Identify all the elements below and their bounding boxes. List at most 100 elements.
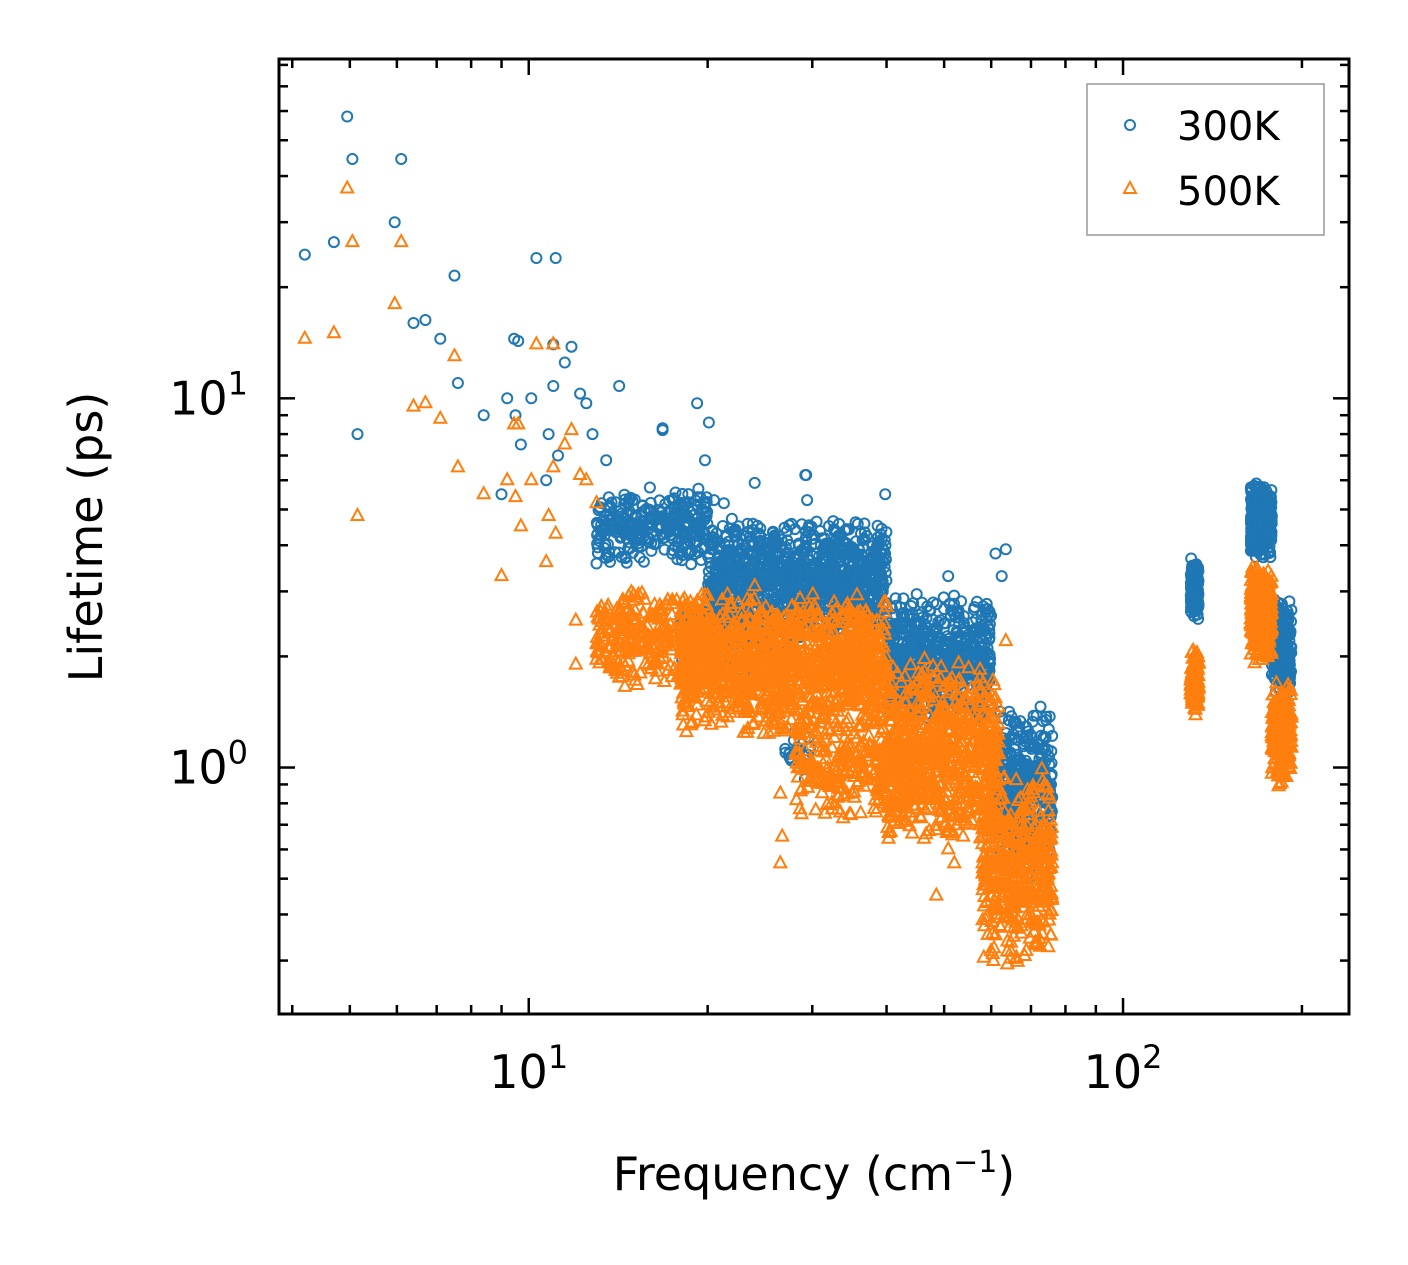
point-300k [514,438,527,451]
point-300k [1249,537,1262,550]
point-300k [742,571,754,584]
point-300k [1245,517,1257,530]
point-300k [620,556,633,569]
point-500k [590,643,606,658]
point-300k [939,617,952,630]
point-300k [957,617,970,630]
point-300k [837,580,850,593]
point-300k [726,547,738,560]
point-300k [748,476,761,489]
point-500k [613,642,630,657]
point-500k [656,672,673,687]
point-300k [806,570,819,583]
point-500k [635,604,652,619]
point-500k [610,611,626,626]
point-300k [844,560,857,573]
point-300k [903,632,916,645]
point-300k [857,540,870,553]
point-500k [578,471,594,486]
point-300k [613,380,626,392]
point-300k [637,555,650,568]
point-300k [669,486,682,499]
point-300k [711,577,723,589]
point-500k [655,648,671,663]
point-300k [746,523,759,536]
point-300k [351,428,364,441]
point-300k [801,494,814,507]
point-500k [627,601,643,616]
point-300k [1245,502,1258,515]
point-300k [1014,715,1027,728]
point-500k [774,827,790,842]
point-300k [785,579,798,592]
point-300k [872,553,885,566]
point-300k [737,529,750,542]
point-300k [451,377,464,389]
point-500k [652,596,668,611]
point-500k [631,617,647,632]
point-300k [754,544,767,557]
point-300k [905,600,918,612]
point-500k [588,494,605,509]
point-300k [962,628,974,641]
point-500k [940,840,956,855]
point-300k [726,568,739,581]
point-300k [1265,507,1278,520]
point-300k [1046,729,1059,742]
point-500k [510,415,526,430]
point-300k [558,356,571,369]
point-500k [747,577,763,592]
point-500k [432,409,448,424]
point-300k [1280,614,1293,626]
point-300k [905,620,918,633]
point-300k [602,491,615,504]
point-300k [866,589,878,602]
point-300k [810,547,823,560]
point-500k [646,652,663,667]
point-500k [592,603,609,618]
point-500k [612,658,628,673]
point-300k [1005,710,1018,723]
point-300k [837,541,850,554]
point-300k [694,516,707,529]
point-300k [856,534,869,547]
point-500k [648,653,665,668]
point-300k [943,597,956,610]
point-300k [692,546,705,559]
point-300k [976,645,989,658]
point-300k [1024,759,1037,772]
point-300k [341,110,354,123]
point-500k [339,179,355,194]
point-300k [983,605,996,618]
point-300k [743,563,756,576]
point-300k [825,583,838,596]
point-500k [617,677,633,692]
point-300k [1189,579,1202,591]
point-300k [923,604,936,617]
point-300k [844,573,857,585]
point-500k [998,632,1014,647]
point-300k [1273,664,1286,677]
point-300k [706,524,719,537]
point-300k [774,548,786,561]
point-300k [796,575,809,588]
point-500k [568,611,584,626]
point-500k [647,670,664,685]
point-300k [1191,596,1204,609]
point-500k [772,784,788,799]
point-300k [818,539,831,552]
point-300k [716,520,729,532]
point-300k [388,216,401,229]
point-500k [387,295,403,310]
point-300k [1277,641,1290,654]
point-500k [450,458,466,473]
point-300k [648,537,661,550]
point-300k [590,557,603,570]
point-300k [1264,551,1277,564]
point-300k [1260,536,1273,549]
point-500k [772,854,788,869]
point-300k [592,504,605,517]
point-500k [499,471,515,486]
point-500k [594,620,610,635]
point-300k [477,409,490,422]
